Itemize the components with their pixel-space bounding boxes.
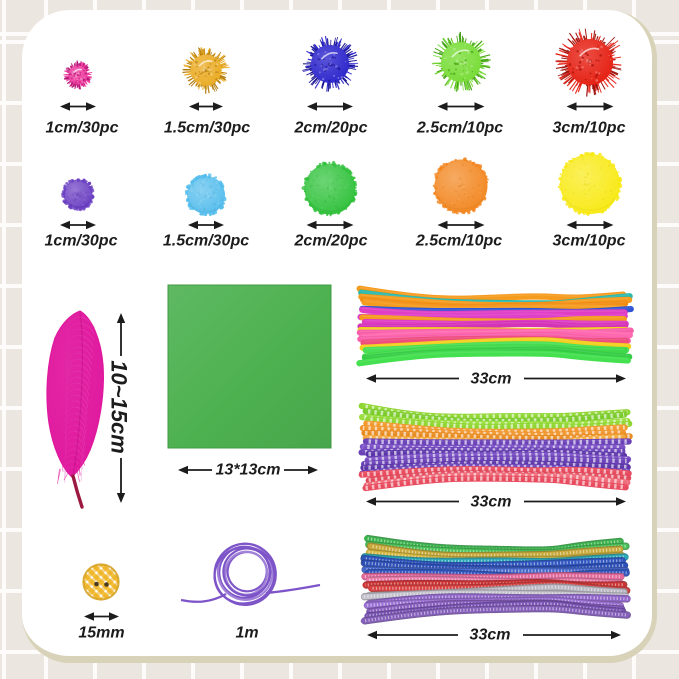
tinsel-pompom [431, 31, 491, 92]
cord-length-label: 1m [235, 624, 259, 641]
dimension-arrow [60, 102, 96, 111]
dimension-arrow [367, 630, 621, 640]
tinsel-pompom [302, 35, 359, 92]
dimension-arrow [366, 497, 626, 506]
pom-size-label: 2cm/20pc [294, 232, 368, 250]
dimension-arrow [284, 465, 318, 475]
plain-pompom [432, 157, 489, 215]
pom-size-label: 1.5cm/30pc [163, 119, 251, 137]
plain-pompom [61, 178, 95, 212]
dimension-arrow [60, 220, 96, 230]
pipe-cleaner-bundle [358, 402, 633, 492]
cord-coil [180, 542, 321, 606]
pom-size-label: 2.5cm/10pc [416, 119, 504, 137]
bundle-length-label: 33cm [469, 626, 511, 644]
pipe-cleaner-bundle [359, 534, 632, 625]
tinsel-pompom [555, 28, 622, 97]
bundle-length-label: 33cm [470, 370, 512, 388]
pom-size-label: 1cm/30pc [44, 232, 118, 250]
pom-size-label: 3cm/10pc [552, 119, 626, 137]
dimension-arrow [189, 102, 223, 111]
craft-paper [167, 284, 332, 449]
paper-size-label: 13*13cm [215, 461, 281, 479]
plain-pompom [184, 173, 227, 217]
dimension-arrow [188, 220, 224, 230]
dimension-arrow [116, 313, 126, 503]
dimension-arrow [437, 220, 485, 230]
dimension-arrow [84, 612, 119, 621]
pom-size-label: 2.5cm/10pc [415, 232, 503, 250]
dimension-arrow [306, 220, 354, 230]
tinsel-pompom [63, 60, 93, 90]
pom-size-label: 2cm/20pc [294, 119, 368, 137]
dimension-arrow [307, 102, 353, 111]
pipe-cleaner-bundle [356, 285, 634, 367]
bundle-length-label: 33cm [470, 493, 512, 510]
dimension-arrow [566, 102, 614, 111]
plain-pompom [301, 161, 358, 217]
plain-pompom [557, 151, 623, 216]
dimension-arrow [566, 220, 614, 230]
dimension-arrow [437, 102, 485, 111]
pom-size-label: 1cm/30pc [45, 119, 119, 137]
pom-size-label: 3cm/10pc [552, 232, 626, 250]
gingham-button [82, 563, 120, 601]
feather [46, 310, 104, 509]
button-size-label: 15mm [78, 624, 125, 641]
feather-length-label: 10~15cm [106, 360, 132, 454]
dimension-arrow [366, 374, 626, 383]
dimension-arrow [178, 465, 212, 475]
tinsel-pompom [182, 47, 230, 94]
pom-size-label: 1.5cm/30pc [162, 232, 250, 250]
